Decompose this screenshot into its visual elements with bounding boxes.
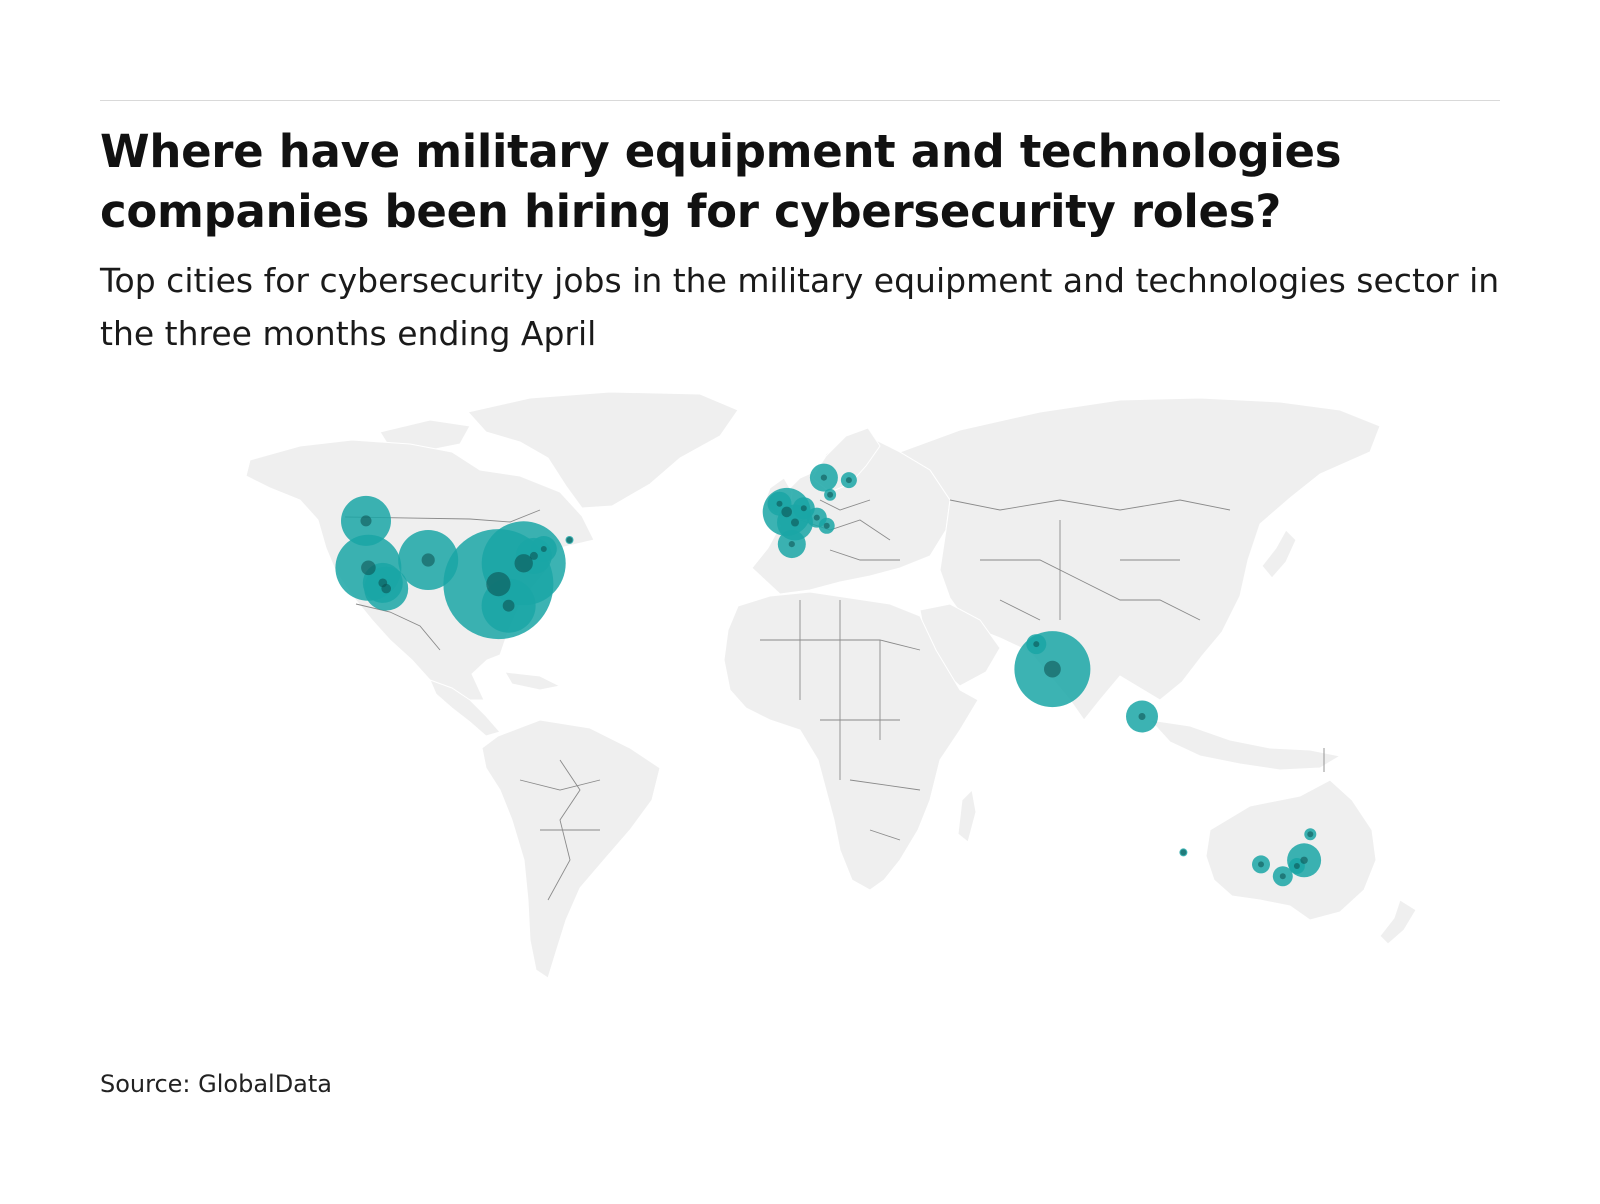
city-bubble-core bbox=[566, 537, 573, 543]
city-bubble-core bbox=[791, 518, 799, 527]
land-africa bbox=[723, 591, 979, 891]
land-greenland bbox=[467, 391, 739, 509]
city-bubble-core bbox=[421, 553, 435, 567]
city-bubble-core bbox=[820, 474, 828, 481]
land-caribbean bbox=[504, 671, 562, 691]
city-bubble-core bbox=[361, 560, 376, 576]
city-bubble-core bbox=[800, 505, 807, 512]
top-divider bbox=[100, 100, 1500, 101]
land-japan bbox=[1261, 529, 1297, 579]
city-bubble-core bbox=[813, 514, 820, 521]
border-layer bbox=[344, 499, 1325, 901]
border-south-america bbox=[519, 759, 601, 901]
city-bubble-core bbox=[827, 491, 834, 498]
city-bubble-core bbox=[1279, 873, 1286, 880]
city-bubble-core bbox=[1044, 660, 1061, 678]
border-asia bbox=[949, 499, 1231, 621]
city-bubble-core bbox=[1300, 856, 1308, 864]
city-bubble-core bbox=[514, 554, 533, 573]
city-bubble-core bbox=[360, 515, 372, 527]
border-us-canada bbox=[344, 509, 541, 523]
city-bubble-core bbox=[1258, 861, 1264, 868]
border-africa bbox=[760, 600, 921, 841]
land-layer bbox=[245, 391, 1417, 979]
land-madagascar bbox=[957, 788, 977, 843]
border-us-mexico bbox=[355, 603, 441, 651]
city-bubble-core bbox=[502, 599, 515, 612]
chart-subtitle: Top cities for cybersecurity jobs in the… bbox=[100, 261, 1500, 353]
city-bubble-core bbox=[1307, 831, 1314, 838]
city-bubble-core bbox=[1138, 713, 1146, 720]
source-note: Source: GlobalData bbox=[100, 1070, 333, 1098]
bubble-layer bbox=[335, 463, 1322, 887]
city-bubble-core bbox=[781, 506, 792, 518]
city-bubble-core bbox=[540, 546, 547, 552]
city-bubble-core bbox=[845, 477, 852, 484]
city-bubble-core bbox=[776, 500, 783, 507]
city-bubble-core bbox=[788, 541, 795, 548]
city-bubble-core bbox=[1033, 641, 1040, 648]
chart-title: Where have military equipment and techno… bbox=[100, 125, 1342, 238]
land-indonesia bbox=[1148, 719, 1342, 771]
city-bubble-core bbox=[823, 522, 830, 529]
land-new-zealand bbox=[1379, 899, 1417, 945]
land-central-america bbox=[429, 679, 501, 737]
city-bubble-core bbox=[1293, 863, 1300, 869]
land-south-america bbox=[481, 719, 661, 979]
city-bubble-core bbox=[1180, 849, 1187, 856]
city-bubble-core bbox=[378, 578, 388, 588]
city-bubble-core bbox=[486, 572, 511, 597]
city-bubble-core bbox=[529, 551, 538, 560]
